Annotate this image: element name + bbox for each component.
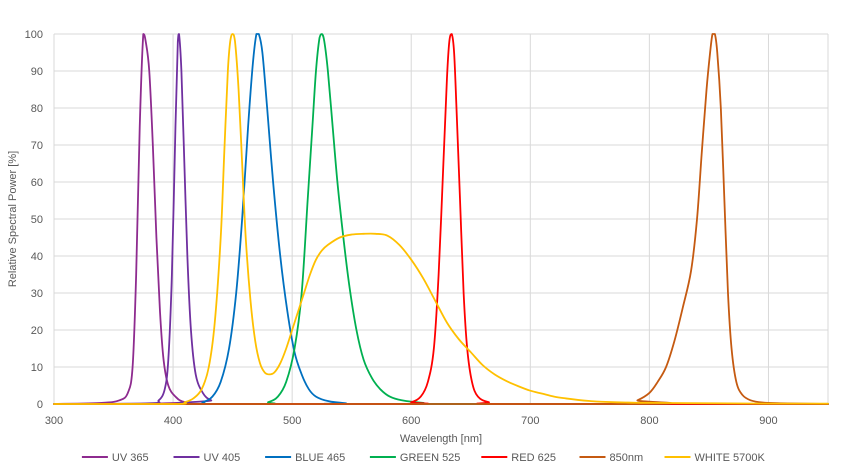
- series-line-blue-465: [53, 33, 829, 405]
- x-tick-label: 300: [45, 415, 63, 427]
- series-line-850nm: [53, 33, 829, 405]
- legend-label-blue-465: BLUE 465: [295, 452, 345, 464]
- y-tick-label: 0: [37, 399, 43, 411]
- legend-label-uv-365: UV 365: [112, 452, 149, 464]
- y-tick-label: 60: [31, 177, 43, 189]
- y-tick-label: 80: [31, 103, 43, 115]
- series-line-white-5700k: [53, 33, 829, 405]
- x-tick-label: 400: [164, 415, 182, 427]
- series-lines: [53, 33, 829, 405]
- x-tick-label: 700: [521, 415, 539, 427]
- x-axis-title: Wavelength [nm]: [400, 433, 482, 445]
- y-tick-label: 10: [31, 362, 43, 374]
- legend-label-uv-405: UV 405: [204, 452, 241, 464]
- y-axis-title: Relative Spectral Power [%]: [7, 151, 19, 287]
- x-tick-label: 800: [640, 415, 658, 427]
- legend-label-red-625: RED 625: [511, 452, 556, 464]
- x-tick-label: 900: [759, 415, 777, 427]
- legend-label-white-5700k: WHITE 5700K: [695, 452, 766, 464]
- y-tick-labels: 0 10 20 30 40 50 60 70 80 90 100: [25, 29, 43, 411]
- x-tick-label: 500: [283, 415, 301, 427]
- y-tick-label: 70: [31, 140, 43, 152]
- y-tick-label: 30: [31, 288, 43, 300]
- series-line-uv-405: [53, 33, 829, 405]
- legend-label-850nm: 850nm: [610, 452, 644, 464]
- y-tick-label: 90: [31, 66, 43, 78]
- x-tick-label: 600: [402, 415, 420, 427]
- legend: UV 365 UV 405 BLUE 465 GREEN 525 RED 625 850n…: [81, 452, 766, 464]
- series-line-green-525: [53, 33, 829, 405]
- series-line-red-625: [53, 33, 829, 405]
- y-tick-label: 40: [31, 251, 43, 263]
- y-tick-label: 100: [25, 29, 43, 41]
- y-tick-label: 20: [31, 325, 43, 337]
- y-tick-label: 50: [31, 214, 43, 226]
- x-tick-labels: 300 400 500 600 700 800 900: [45, 415, 778, 427]
- legend-label-green-525: GREEN 525: [400, 452, 461, 464]
